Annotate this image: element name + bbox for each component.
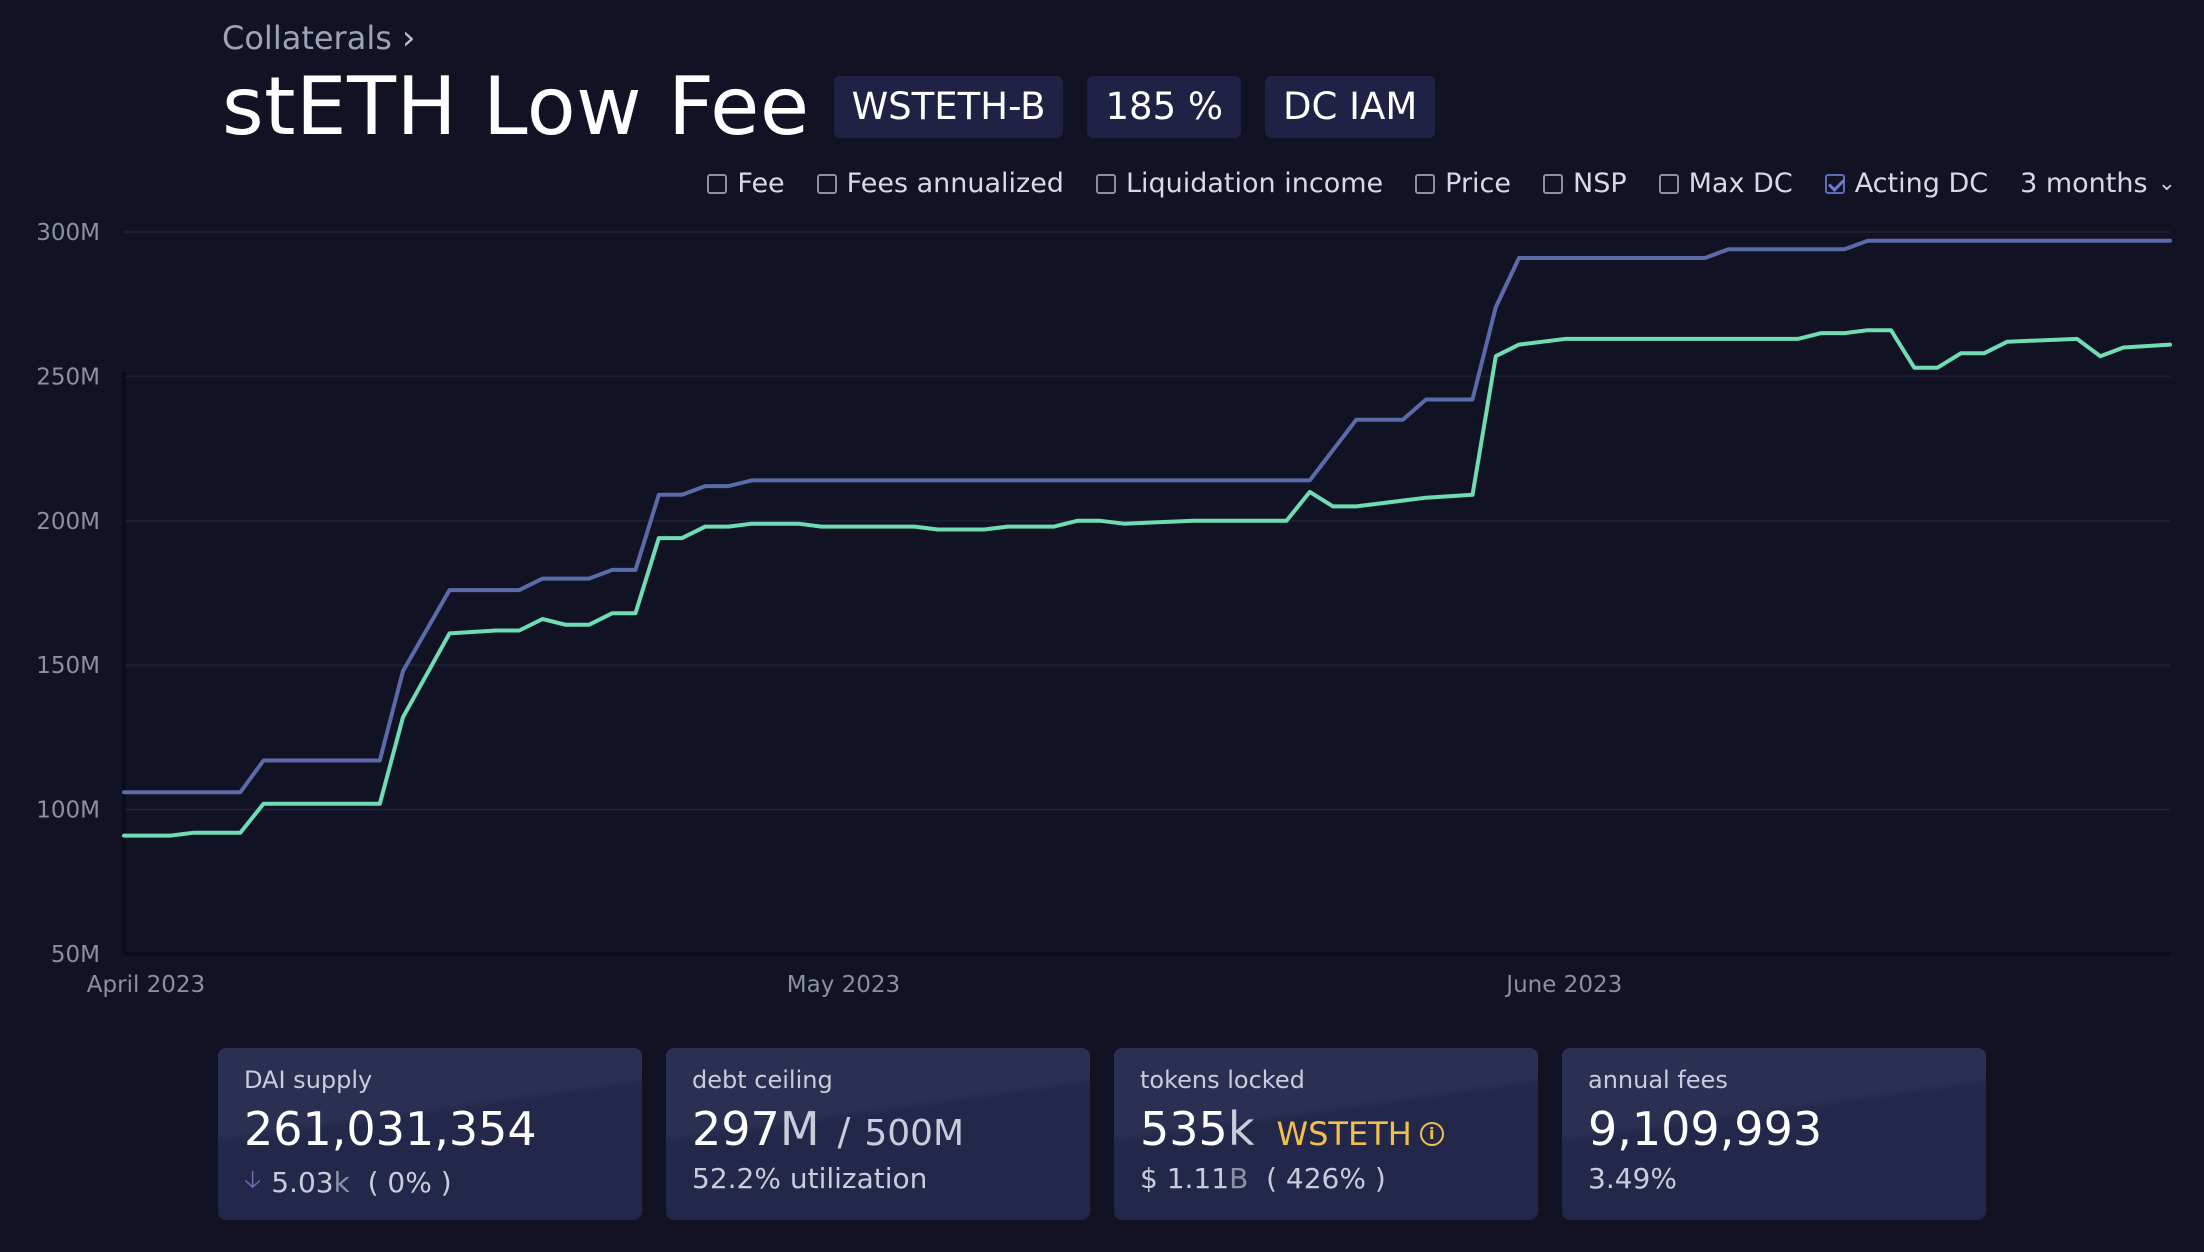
change-value: 5.03 — [271, 1166, 334, 1199]
toggle-fee-label: Fee — [737, 168, 785, 199]
breadcrumb[interactable]: Collaterals › — [222, 18, 415, 58]
toggle-price-label: Price — [1445, 168, 1512, 199]
usd-value: $ 1.11 — [1140, 1162, 1230, 1195]
card-annual-fees: annual fees 9,109,993 3.49% — [1562, 1048, 1986, 1220]
x-tick-label: April 2023 — [87, 972, 205, 998]
page-title: stETH Low Fee — [222, 60, 810, 153]
max-debt-ceiling-unit: M — [933, 1113, 965, 1154]
usd-unit: B — [1229, 1162, 1249, 1195]
arrow-down-icon: 🡣 — [244, 1165, 262, 1193]
card-value: 535 k WSTETH i — [1140, 1102, 1512, 1156]
change-pct: ( 0% ) — [367, 1166, 452, 1199]
checkbox-icon[interactable] — [707, 173, 728, 194]
card-label: debt ceiling — [692, 1066, 833, 1094]
supply-line — [122, 328, 2172, 838]
chart-toolbar: Fee Fees annualized Liquidation income P… — [707, 168, 2176, 199]
checkbox-icon[interactable] — [1543, 173, 1564, 194]
separator: / — [837, 1110, 851, 1154]
fee-rate: 3.49% — [1588, 1162, 1677, 1195]
card-value: 297 M / 500 M — [692, 1102, 1064, 1156]
toggle-price[interactable]: Price — [1415, 168, 1511, 199]
toggle-liquidation-income-label: Liquidation income — [1125, 168, 1384, 199]
chart-grid — [124, 231, 2170, 955]
change-unit: k — [333, 1166, 350, 1199]
card-debt-ceiling: debt ceiling 297 M / 500 M 52.2% utilizati… — [666, 1048, 1090, 1220]
card-sub: $ 1.11 B ( 426% ) — [1140, 1162, 1512, 1195]
chart-axes: 300M 250M 200M 150M 100M 50M April 2023 May 202… — [36, 220, 2170, 998]
y-tick-label: 300M — [36, 220, 100, 246]
toggle-nsp-label: NSP — [1573, 168, 1627, 199]
toggle-nsp[interactable]: NSP — [1543, 168, 1627, 199]
chevron-down-icon: ⌄ — [2157, 171, 2176, 196]
toggle-acting-dc[interactable]: Acting DC — [1824, 168, 1989, 199]
acting-dc-line — [122, 238, 2172, 795]
utilization: 52.2% utilization — [692, 1162, 928, 1195]
chart-series — [122, 238, 2172, 838]
toggle-acting-dc-label: Acting DC — [1854, 168, 1989, 199]
toggle-fees-annualized[interactable]: Fees annualized — [816, 168, 1064, 199]
title-row: stETH Low Fee WSTETH-B 185 % DC IAM — [222, 60, 1436, 153]
range-select[interactable]: 3 months ⌄ — [2020, 168, 2176, 199]
breadcrumb-label[interactable]: Collaterals — [222, 19, 392, 57]
y-tick-label: 50M — [51, 942, 100, 968]
toggle-fee[interactable]: Fee — [707, 168, 785, 199]
chevron-right-icon: › — [401, 18, 416, 58]
ilk-tag: WSTETH-B — [833, 75, 1064, 138]
card-label: annual fees — [1588, 1066, 1728, 1094]
stat-cards: DAI supply 261,031,354 🡣 5.03 k ( 0% ) de… — [218, 1048, 1986, 1220]
card-value: 261,031,354 — [244, 1102, 616, 1156]
y-tick-label: 100M — [36, 798, 100, 824]
collateral-ratio: ( 426% ) — [1266, 1162, 1386, 1195]
y-tick-label: 150M — [36, 653, 100, 679]
range-select-value: 3 months — [2020, 168, 2148, 199]
debt-ceiling-unit: M — [779, 1102, 820, 1156]
dc-iam-tag: DC IAM — [1265, 75, 1436, 138]
tokens-locked-value: 535 — [1140, 1102, 1228, 1156]
debt-ceiling-value: 297 — [692, 1102, 780, 1156]
x-tick-label: June 2023 — [1504, 972, 1622, 998]
toggle-fees-annualized-label: Fees annualized — [846, 168, 1064, 199]
toggle-max-dc-label: Max DC — [1688, 168, 1793, 199]
ratio-tag: 185 % — [1087, 75, 1242, 138]
card-label: DAI supply — [244, 1066, 373, 1094]
info-icon[interactable]: i — [1419, 1122, 1444, 1146]
card-tokens-locked: tokens locked 535 k WSTETH i $ 1.11 B ( 42… — [1114, 1048, 1538, 1220]
line-chart: 300M 250M 200M 150M 100M 50M April 2023 May 202… — [36, 220, 2172, 998]
x-tick-label: May 2023 — [787, 972, 900, 998]
annual-fees-value: 9,109,993 — [1588, 1102, 1823, 1156]
dai-supply-value: 261,031,354 — [244, 1102, 537, 1156]
tokens-locked-unit: k — [1227, 1102, 1255, 1156]
card-dai-supply: DAI supply 261,031,354 🡣 5.03 k ( 0% ) — [218, 1048, 642, 1220]
checkbox-icon[interactable] — [1095, 173, 1116, 194]
card-sub: 🡣 5.03 k ( 0% ) — [244, 1162, 616, 1203]
checkbox-icon[interactable] — [816, 173, 837, 194]
card-label: tokens locked — [1140, 1066, 1305, 1094]
card-value: 9,109,993 — [1588, 1102, 1960, 1156]
y-tick-label: 200M — [36, 509, 100, 535]
checkbox-icon[interactable] — [1415, 173, 1436, 194]
max-debt-ceiling-value: 500 — [864, 1113, 934, 1154]
toggle-liquidation-income[interactable]: Liquidation income — [1095, 168, 1384, 199]
y-tick-label: 250M — [36, 364, 100, 390]
toggle-max-dc[interactable]: Max DC — [1658, 168, 1793, 199]
token-symbol: WSTETH — [1276, 1115, 1412, 1153]
checkbox-icon[interactable] — [1658, 173, 1679, 194]
checkbox-checked-icon[interactable] — [1824, 173, 1845, 194]
